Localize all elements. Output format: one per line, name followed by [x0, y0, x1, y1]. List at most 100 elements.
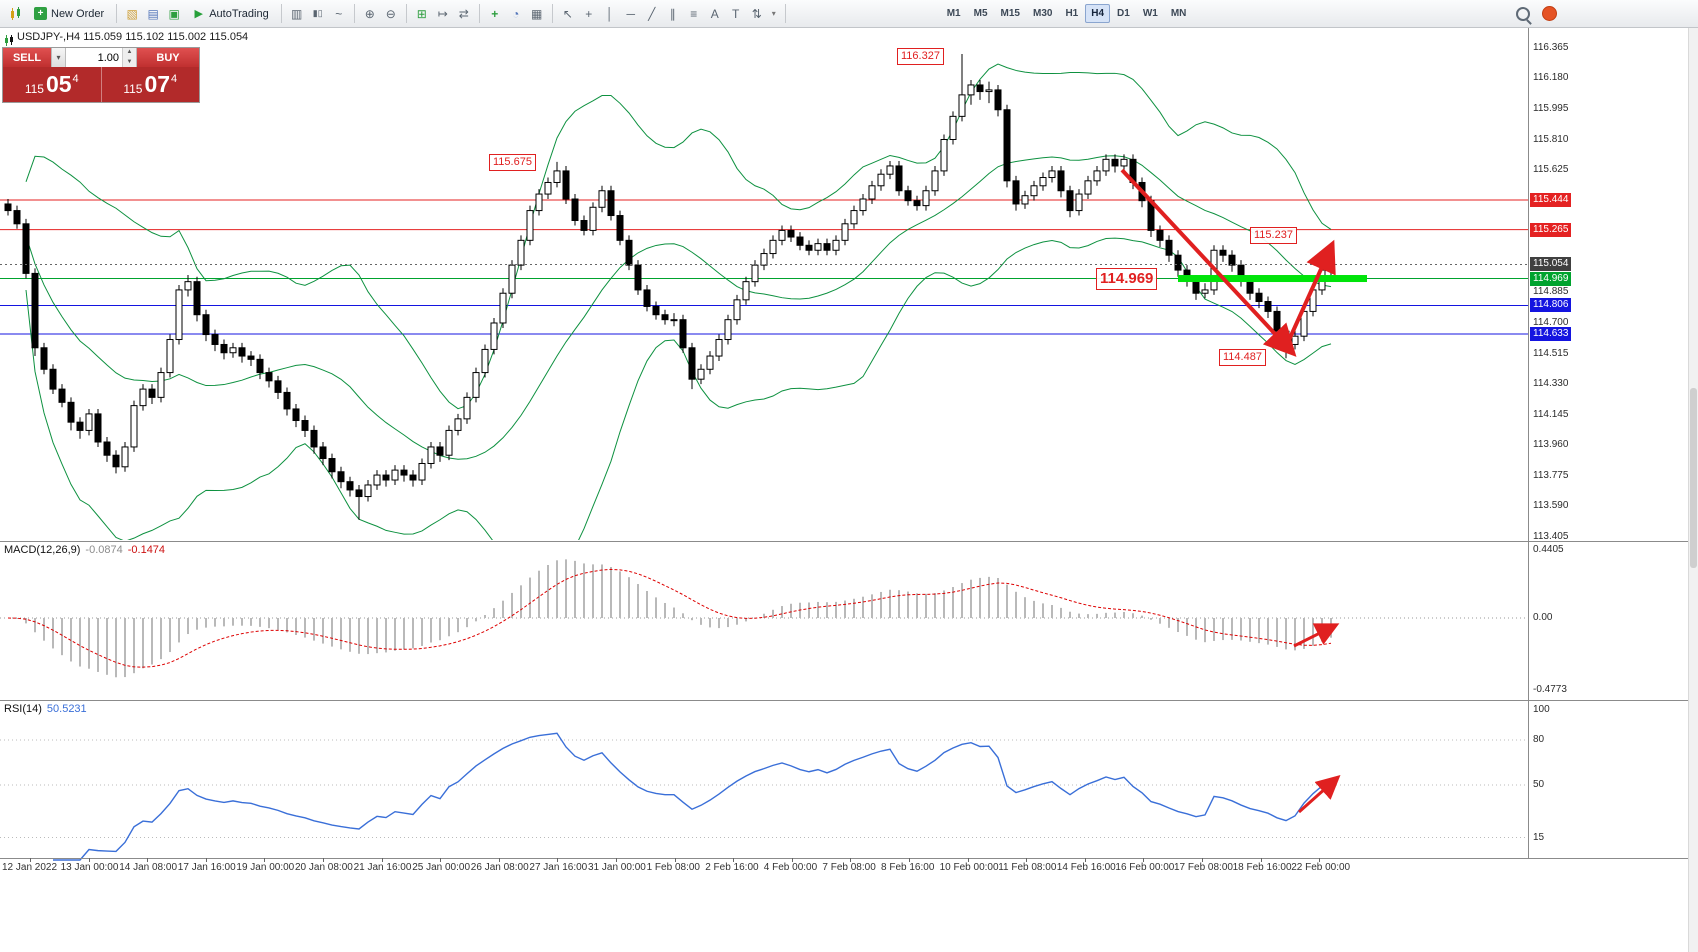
toolbar-separator [551, 4, 553, 23]
data-window-icon[interactable]: ▤ [147, 6, 159, 21]
rsi-panel-divider[interactable] [0, 700, 1698, 701]
price-tick: 114.145 [1533, 408, 1569, 420]
fibonacci-icon[interactable]: ≡ [690, 6, 698, 21]
toolbar-separator [353, 4, 355, 23]
community-badge-icon[interactable] [1542, 6, 1557, 21]
bars-chart-icon[interactable]: ▥ [291, 6, 303, 21]
macd-main-value: -0.0874 [85, 544, 123, 556]
order-type-dropdown-icon[interactable]: ▾ [51, 48, 66, 67]
tile-windows-icon[interactable]: ⊞ [416, 6, 427, 21]
time-tick [381, 858, 383, 862]
time-label: 2 Feb 16:00 [705, 862, 759, 873]
time-tick [1260, 858, 1262, 862]
autotrading-button[interactable]: ▶ AutoTrading [185, 4, 276, 23]
time-label: 26 Jan 08:00 [470, 862, 529, 873]
templates-icon[interactable]: ▦ [531, 6, 543, 21]
timeframe-d1[interactable]: D1 [1117, 8, 1130, 19]
time-label: 4 Feb 00:00 [763, 862, 818, 873]
timeframe-m5[interactable]: M5 [973, 8, 988, 19]
time-tick [1084, 858, 1086, 862]
time-tick [733, 858, 735, 862]
annotation-flag-114.487: 114.487 [1219, 349, 1266, 366]
horizontal-line-icon[interactable]: ─ [626, 6, 635, 21]
vertical-line-icon[interactable]: │ [605, 6, 614, 21]
timeframe-w1[interactable]: W1 [1142, 8, 1158, 19]
time-label: 22 Feb 00:00 [1291, 862, 1351, 873]
rsi-scale-label: 100 [1533, 704, 1550, 715]
buy-button[interactable]: BUY [137, 48, 199, 67]
time-label: 25 Jan 00:00 [412, 862, 471, 873]
indicators-icon[interactable]: + [491, 6, 499, 21]
annotation-flag-115.237: 115.237 [1250, 227, 1297, 244]
price-tick: 116.365 [1533, 41, 1569, 53]
time-label: 10 Feb 00:00 [939, 862, 999, 873]
time-tick [88, 858, 90, 862]
text-icon[interactable]: A [710, 6, 719, 21]
time-label: 11 Feb 08:00 [998, 862, 1057, 873]
time-tick [850, 858, 852, 862]
sell-button[interactable]: SELL [3, 48, 51, 67]
zoom-out-icon[interactable]: ⊖ [385, 6, 396, 21]
price-tick: 116.180 [1533, 72, 1569, 84]
arrow-objects-icon[interactable]: ⇅ [751, 6, 762, 21]
profiles-icon[interactable]: ▧ [126, 6, 138, 21]
price-scale-divider [1528, 28, 1529, 858]
terminal-icon[interactable]: ▣ [168, 6, 180, 21]
time-tick [1143, 858, 1145, 862]
toolbar-separator [280, 4, 282, 23]
time-tick [909, 858, 910, 862]
time-label: 19 Jan 00:00 [236, 862, 295, 873]
macd-panel-divider[interactable] [0, 541, 1698, 542]
macd-signal-value: -0.1474 [127, 544, 166, 556]
price-flag-level: 114.969 [1530, 271, 1572, 286]
scrollbar-thumb[interactable] [1690, 388, 1697, 568]
time-label: 16 Feb 00:00 [1115, 862, 1175, 873]
volume-stepper[interactable]: ▲ ▼ [122, 48, 136, 67]
timeframe-m1[interactable]: M1 [946, 8, 961, 19]
toolbar: + New Order ▧ ▤ ▣ ▶ AutoTrading ▥ ▮▯ ~ ⊕… [0, 0, 1698, 28]
time-tick [791, 858, 793, 862]
line-chart-icon[interactable]: ~ [335, 6, 343, 21]
time-label: 1 Feb 08:00 [646, 862, 700, 873]
time-axis-divider [0, 858, 1698, 859]
price-flag-resistance: 115.265 [1530, 222, 1572, 237]
time-tick [205, 858, 207, 862]
vertical-scrollbar[interactable] [1688, 28, 1698, 952]
auto-scroll-icon[interactable]: ↦ [437, 6, 448, 21]
timeframe-h1[interactable]: H1 [1065, 8, 1079, 19]
time-tick [323, 858, 324, 862]
text-label-icon[interactable]: T [732, 6, 740, 21]
periods-icon[interactable]: ◔ [512, 6, 520, 21]
macd-label: MACD(12,26,9) -0.0874 -0.1474 [4, 544, 165, 556]
timeframe-h4[interactable]: H4 [1085, 4, 1111, 23]
macd-scale-label: 0.00 [1533, 612, 1553, 623]
toolbar-separator [405, 4, 407, 23]
sell-price-display[interactable]: 115 05 4 [3, 67, 102, 102]
search-icon[interactable] [1516, 6, 1530, 21]
time-tick [674, 858, 676, 862]
channel-icon[interactable]: ∥ [669, 6, 676, 21]
candles-chart-icon[interactable]: ▮▯ [312, 8, 323, 18]
one-click-trading-panel: SELL ▾ ▲▼ BUY 115 05 4 115 07 4 [2, 47, 200, 103]
arrow-objects-dropdown-icon[interactable]: ▾ [771, 9, 776, 18]
price-tick: 113.775 [1533, 469, 1569, 481]
timeframe-mn[interactable]: MN [1170, 8, 1187, 19]
trendline-icon[interactable]: ╱ [648, 6, 656, 21]
price-flag-current: 115.054 [1530, 257, 1572, 272]
chart-shift-icon[interactable]: ⇄ [458, 6, 469, 21]
timeframe-group: M1 M5 M15 M30 H1 H4 D1 W1 MN [941, 4, 1193, 23]
cursor-icon[interactable]: ↖ [562, 6, 573, 21]
rsi-scale-label: 50 [1533, 779, 1545, 790]
toolbar-separator [478, 4, 480, 23]
volume-field: ▲▼ [66, 48, 137, 67]
zoom-in-icon[interactable]: ⊕ [364, 6, 375, 21]
new-order-button[interactable]: + New Order [27, 4, 111, 23]
time-label: 12 Jan 2022 [2, 862, 58, 873]
timeframe-m30[interactable]: M30 [1032, 8, 1053, 19]
crosshair-icon[interactable]: + [585, 6, 593, 21]
buy-price-display[interactable]: 115 07 4 [102, 67, 200, 102]
timeframe-m15[interactable]: M15 [1000, 8, 1020, 19]
volume-input[interactable] [66, 48, 122, 67]
